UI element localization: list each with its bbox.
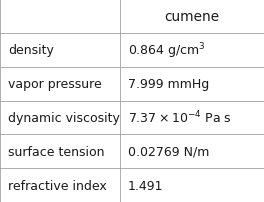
- Text: cumene: cumene: [164, 10, 220, 24]
- Text: $\mathregular{0.864\ g/cm}^{3}$: $\mathregular{0.864\ g/cm}^{3}$: [128, 41, 206, 60]
- Text: $\mathregular{7.37}\times\mathregular{10}^{-4}\mathregular{\ Pa\ s}$: $\mathregular{7.37}\times\mathregular{10…: [128, 109, 232, 126]
- Text: density: density: [8, 44, 54, 57]
- Text: 1.491: 1.491: [128, 179, 163, 192]
- Text: surface tension: surface tension: [8, 145, 105, 158]
- Text: refractive index: refractive index: [8, 179, 107, 192]
- Text: 0.02769 N/m: 0.02769 N/m: [128, 145, 209, 158]
- Text: dynamic viscosity: dynamic viscosity: [8, 111, 120, 124]
- Text: vapor pressure: vapor pressure: [8, 78, 102, 91]
- Text: 7.999 mmHg: 7.999 mmHg: [128, 78, 209, 91]
